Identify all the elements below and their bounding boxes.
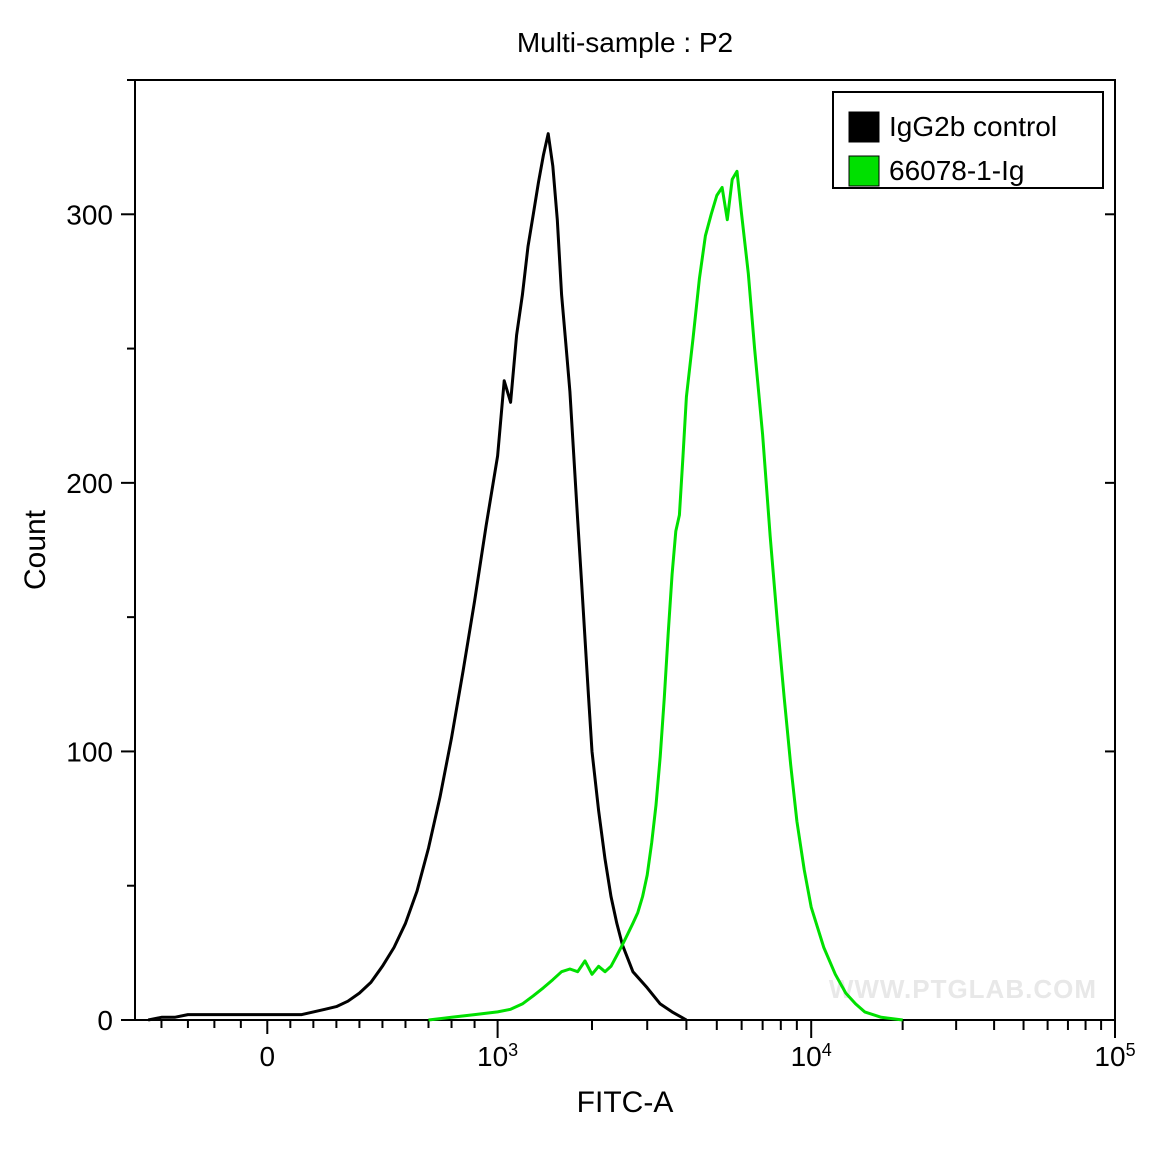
legend-swatch bbox=[849, 112, 879, 142]
chart-container: 0 100 200 300 0 103 104 105 FITC-A Count Multi-sam… bbox=[0, 0, 1153, 1156]
legend-label: 66078-1-Ig bbox=[889, 155, 1024, 186]
y-axis-label: Count bbox=[19, 509, 52, 590]
plot-border bbox=[135, 80, 1115, 1020]
watermark: WWW.PTGLAB.COM bbox=[829, 974, 1097, 1004]
y-tick-label: 100 bbox=[66, 736, 113, 767]
x-major-label: 105 bbox=[1094, 1040, 1135, 1072]
flow-histogram-svg: 0 100 200 300 0 103 104 105 FITC-A Count Multi-sam… bbox=[0, 0, 1153, 1156]
series-66078-1-ig bbox=[429, 171, 903, 1020]
x-major-label: 103 bbox=[477, 1040, 518, 1072]
y-tick-label: 200 bbox=[66, 468, 113, 499]
x-axis-label: FITC-A bbox=[577, 1086, 674, 1119]
chart-title: Multi-sample : P2 bbox=[517, 27, 733, 58]
legend-swatch bbox=[849, 156, 879, 186]
y-tick-label: 300 bbox=[66, 199, 113, 230]
x-major-label: 104 bbox=[791, 1040, 832, 1072]
legend-label: IgG2b control bbox=[889, 111, 1057, 142]
x-tick-label-zero: 0 bbox=[260, 1041, 276, 1072]
series-igg2b-control bbox=[148, 134, 686, 1020]
y-tick-label: 0 bbox=[97, 1005, 113, 1036]
